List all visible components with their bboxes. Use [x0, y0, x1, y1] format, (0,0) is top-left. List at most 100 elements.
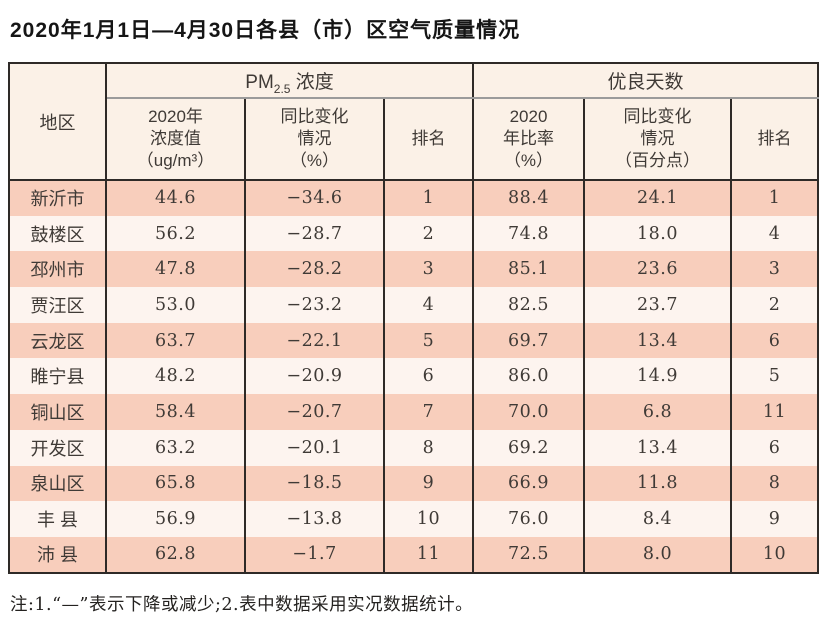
good-rank-cell: 9: [729, 501, 820, 537]
region-cell: 新沂市: [8, 180, 107, 216]
good-change-cell: 13.4: [583, 322, 732, 359]
good-rank-cell: 2: [729, 287, 820, 323]
good-change-cell: 6.8: [583, 394, 732, 430]
good-rank-cell: 5: [729, 358, 820, 395]
footnote: 注:1.“—”表示下降或减少;2.表中数据采用实况数据统计。: [10, 594, 474, 615]
good-change-cell: 18.0: [583, 215, 732, 252]
sub-header-row: 2020年 浓度值 （ug/m³） 同比变化 情况 （%） 排名 2020 年比…: [9, 98, 820, 181]
good-rate-cell: 69.2: [472, 429, 585, 466]
pm25-label-suffix: 浓度: [290, 72, 334, 93]
region-cell: 铜山区: [8, 394, 107, 430]
good-change-cell: 23.6: [583, 251, 732, 288]
pm-value-cell: 47.8: [105, 251, 246, 288]
good-change-cell: 23.7: [583, 287, 732, 323]
pm-value-cell: 48.2: [105, 358, 246, 395]
pm-change-cell: −13.8: [244, 501, 385, 537]
pm-change-cell: −20.1: [244, 429, 385, 466]
table-header: 地区 PM2.5 浓度 优良天数 2020年 浓度值 （ug/m³） 同比变化 …: [8, 63, 820, 181]
pm-change-header-cell: 同比变化 情况 （%）: [244, 98, 385, 181]
good-rate-cell: 66.9: [472, 465, 585, 502]
region-cell: 鼓楼区: [8, 215, 107, 252]
good-rate-cell: 76.0: [472, 501, 585, 537]
pm-value-cell: 58.4: [105, 394, 246, 430]
good-rank-cell: 8: [729, 465, 820, 502]
good-change-cell: 11.8: [583, 465, 732, 502]
table-row: 开发区 63.2 −20.1 8 69.2 13.4 6: [8, 429, 820, 466]
pm-value-cell: 63.7: [105, 322, 246, 359]
pm-change-cell: −18.5: [244, 465, 385, 502]
pm-change-cell: −22.1: [244, 322, 385, 359]
region-cell: 丰 县: [8, 501, 107, 537]
good-rate-cell: 88.4: [472, 180, 585, 216]
pm-value-cell: 56.2: [105, 215, 246, 252]
good-rate-cell: 72.5: [472, 536, 585, 573]
good-rank-cell: 1: [729, 180, 820, 216]
pm-rank-cell: 3: [383, 251, 474, 288]
good-rank-cell: 6: [729, 429, 820, 466]
good-change-cell: 13.4: [583, 429, 732, 466]
good-rank-header-cell: 排名: [729, 98, 820, 181]
good-rank-cell: 11: [729, 394, 820, 430]
good-rate-cell: 85.1: [472, 251, 585, 288]
pm-value-cell: 44.6: [105, 180, 246, 216]
region-cell: 开发区: [8, 429, 107, 466]
table-row: 睢宁县 48.2 −20.9 6 86.0 14.9 5: [8, 358, 820, 395]
pm-value-cell: 56.9: [105, 501, 246, 537]
pm-value-cell: 53.0: [105, 287, 246, 323]
pm-change-cell: −1.7: [244, 536, 385, 573]
air-quality-table: 地区 PM2.5 浓度 优良天数 2020年 浓度值 （ug/m³） 同比变化 …: [8, 62, 820, 574]
good-rate-cell: 82.5: [472, 287, 585, 323]
table-row: 沛 县 62.8 −1.7 11 72.5 8.0 10: [8, 536, 820, 573]
good-change-cell: 24.1: [583, 180, 732, 216]
good-rate-header-cell: 2020 年比率 （%）: [472, 98, 585, 181]
pm-rank-cell: 1: [383, 180, 474, 216]
good-rank-cell: 10: [729, 536, 820, 573]
pm-rank-cell: 11: [383, 536, 474, 573]
group-header-row: 地区 PM2.5 浓度 优良天数: [8, 63, 820, 181]
good-rank-cell: 3: [729, 251, 820, 288]
table-row: 贾汪区 53.0 −23.2 4 82.5 23.7 2: [8, 287, 820, 323]
good-change-header-cell: 同比变化 情况 （百分点）: [583, 98, 732, 181]
table-row: 邳州市 47.8 −28.2 3 85.1 23.6 3: [8, 251, 820, 288]
good-rate-cell: 69.7: [472, 322, 585, 359]
good-change-cell: 8.0: [583, 536, 732, 573]
pm-rank-cell: 2: [383, 215, 474, 252]
pm-rank-cell: 9: [383, 465, 474, 502]
pm-change-cell: −20.7: [244, 394, 385, 430]
pm-value-cell: 63.2: [105, 429, 246, 466]
good-rate-cell: 86.0: [472, 358, 585, 395]
region-cell: 邳州市: [8, 251, 107, 288]
pm-change-cell: −23.2: [244, 287, 385, 323]
pm25-subscript: 2.5: [273, 81, 291, 96]
pm25-label-prefix: PM: [245, 72, 274, 93]
table-row: 丰 县 56.9 −13.8 10 76.0 8.4 9: [8, 501, 820, 537]
table-row: 铜山区 58.4 −20.7 7 70.0 6.8 11: [8, 394, 820, 430]
pm25-group-header-cell: PM2.5 浓度: [105, 63, 474, 99]
good-days-group-header-cell: 优良天数: [471, 63, 820, 99]
pm-rank-cell: 6: [383, 358, 474, 395]
pm-rank-cell: 10: [383, 501, 474, 537]
pm-change-cell: −28.7: [244, 215, 385, 252]
page-title: 2020年1月1日—4月30日各县（市）区空气质量情况: [10, 19, 521, 42]
region-cell: 泉山区: [8, 465, 107, 502]
table-row: 泉山区 65.8 −18.5 9 66.9 11.8 8: [8, 465, 820, 502]
pm-rank-cell: 5: [383, 322, 474, 359]
table-row: 云龙区 63.7 −22.1 5 69.7 13.4 6: [8, 322, 820, 359]
pm-value-cell: 62.8: [105, 536, 246, 573]
region-header-cell: 地区: [8, 63, 107, 181]
pm-rank-header-cell: 排名: [383, 98, 474, 181]
good-rank-cell: 4: [729, 215, 820, 252]
pm-change-cell: −34.6: [244, 180, 385, 216]
region-cell: 沛 县: [8, 536, 107, 573]
pm-rank-cell: 7: [383, 394, 474, 430]
pm-change-cell: −28.2: [244, 251, 385, 288]
good-change-cell: 8.4: [583, 501, 732, 537]
region-cell: 睢宁县: [8, 358, 107, 395]
pm-value-header-cell: 2020年 浓度值 （ug/m³）: [105, 98, 246, 181]
region-cell: 贾汪区: [8, 287, 107, 323]
pm-change-cell: −20.9: [244, 358, 385, 395]
table-row: 新沂市 44.6 −34.6 1 88.4 24.1 1: [8, 180, 820, 216]
table-body: 新沂市 44.6 −34.6 1 88.4 24.1 1 鼓楼区 56.2 −2…: [8, 180, 820, 573]
pm-rank-cell: 4: [383, 287, 474, 323]
